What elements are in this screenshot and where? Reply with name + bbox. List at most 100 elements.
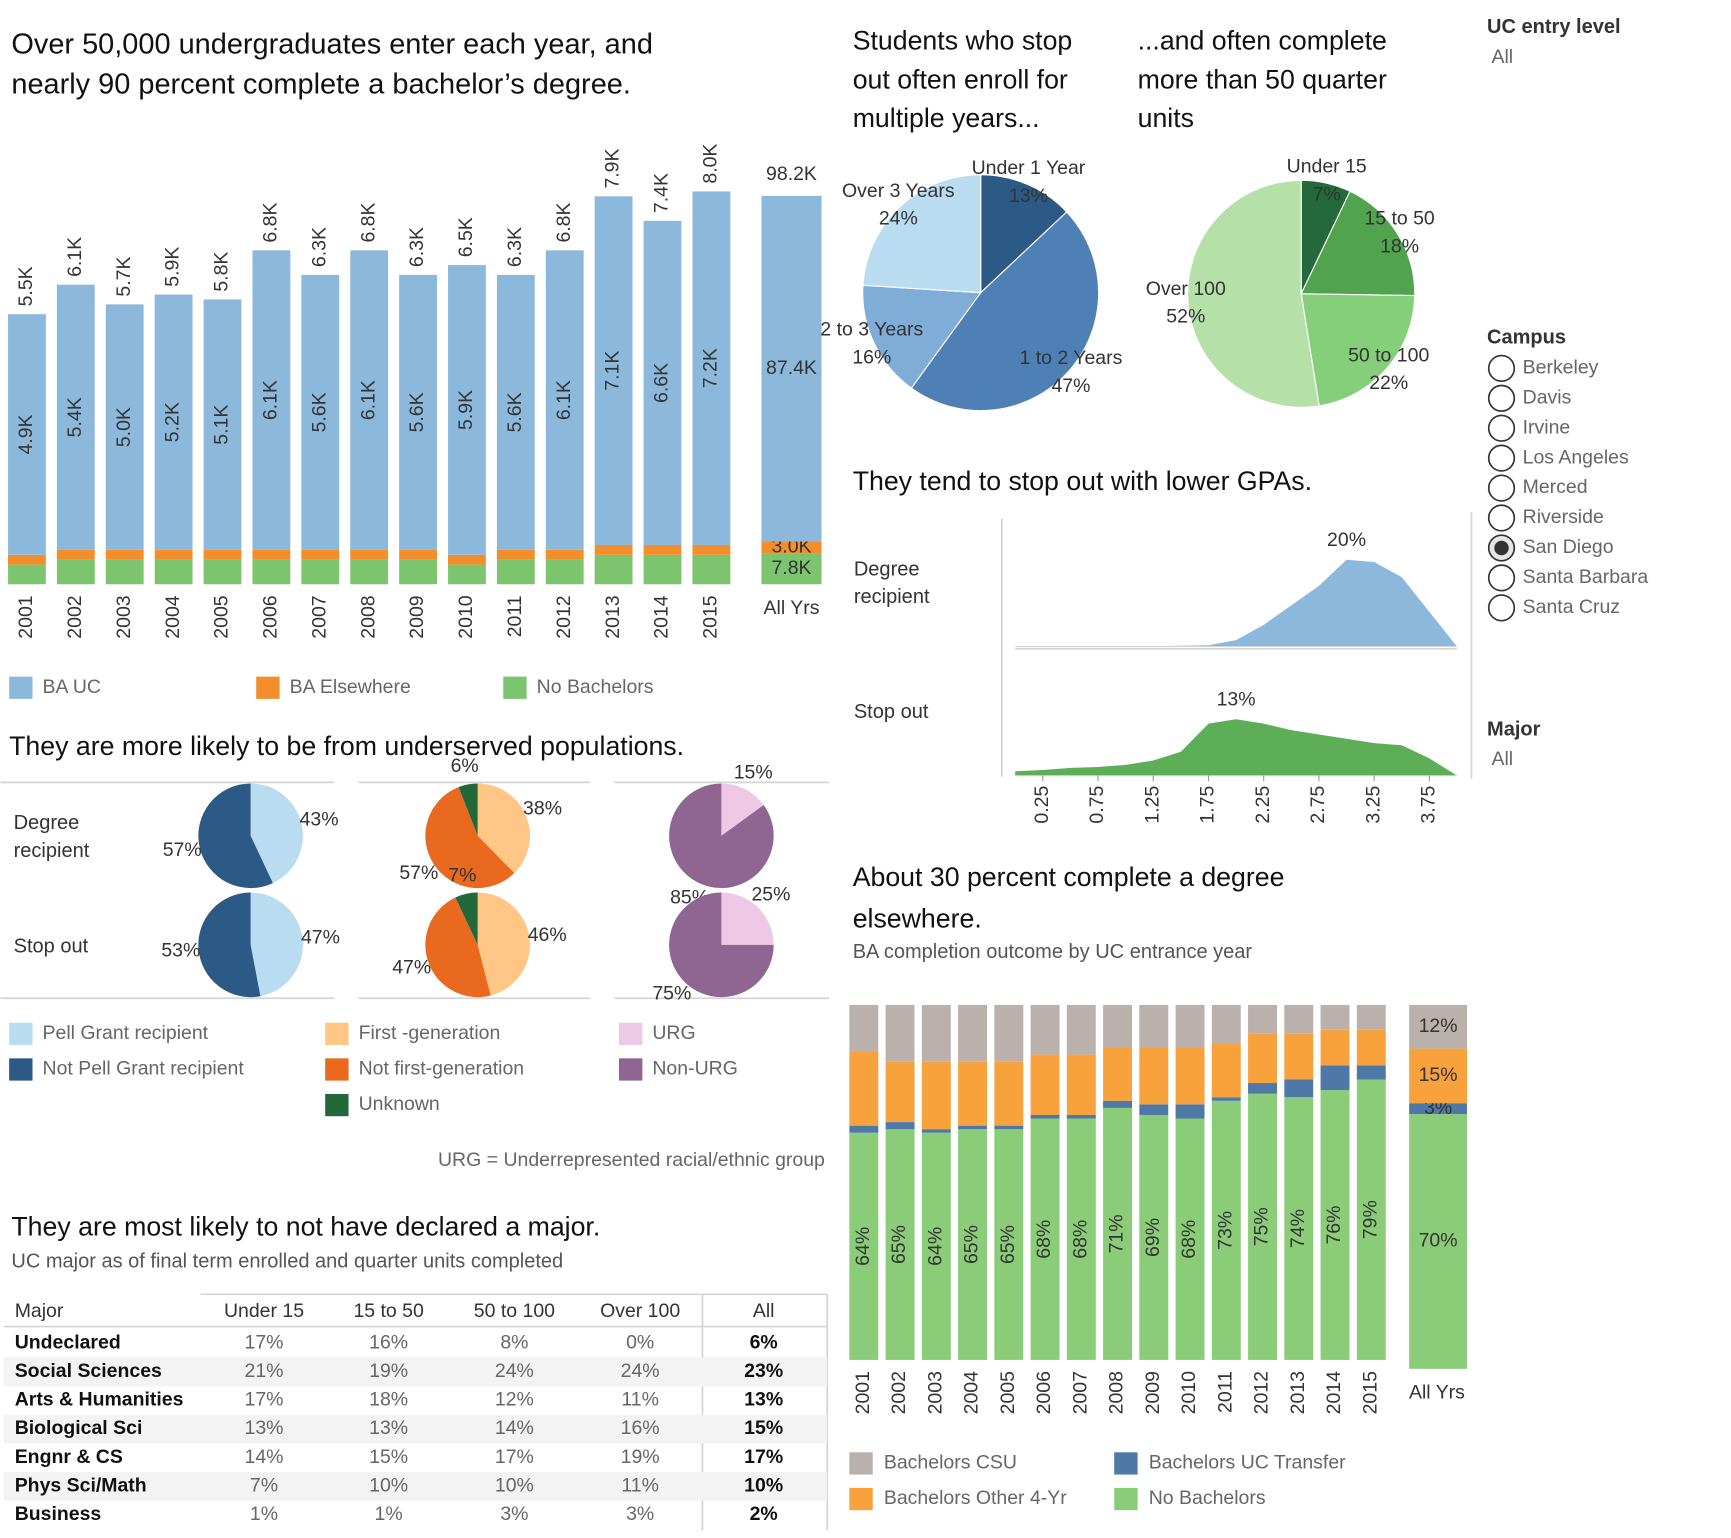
- x-tick-label: 2012: [553, 595, 575, 638]
- legend-label: Pell Grant recipient: [43, 1022, 209, 1044]
- bar-segment: [1030, 1004, 1060, 1055]
- table-cell: 15%: [369, 1446, 408, 1468]
- filter-value[interactable]: All: [1491, 46, 1513, 68]
- table-cell: 14%: [245, 1446, 284, 1468]
- table-title: They are most likely to not have declare…: [11, 1212, 600, 1242]
- radio-dot[interactable]: [1494, 540, 1509, 556]
- slice-value: 18%: [1380, 235, 1419, 257]
- slice-value: 24%: [879, 208, 918, 230]
- radio-label: Santa Cruz: [1523, 596, 1620, 618]
- bar-total-label: 6.8K: [357, 202, 379, 242]
- table-cell: 21%: [245, 1360, 284, 1382]
- legend-swatch: [9, 676, 33, 699]
- summary-bar-segment: [761, 541, 822, 554]
- bar-segment: [1066, 1114, 1096, 1119]
- x-tick-label: 2009: [1142, 1371, 1164, 1414]
- radio-option[interactable]: Davis: [1487, 384, 1572, 412]
- bar-segment: [154, 294, 193, 550]
- legend-swatch: [325, 1022, 349, 1045]
- slice-value: 25%: [751, 883, 790, 905]
- bar-value-label: 5.4K: [64, 397, 86, 437]
- bar-value-label: 7.1K: [602, 351, 624, 391]
- bar-segment: [692, 544, 731, 555]
- bar-segment: [105, 304, 144, 550]
- x-tick-label: 2011: [1214, 1371, 1236, 1413]
- summary-bar-segment: [1409, 1114, 1468, 1369]
- slice-label: 50 to 100: [1348, 344, 1429, 366]
- table-cell: 24%: [621, 1360, 660, 1382]
- chart-title: About 30 percent complete a degree: [853, 862, 1285, 892]
- bar-segment: [350, 549, 389, 560]
- radio-option[interactable]: Los Angeles: [1487, 444, 1629, 472]
- bar-value-label: 74%: [1287, 1209, 1309, 1248]
- bar-segment: [154, 549, 193, 560]
- bar-segment: [594, 554, 633, 585]
- table-cell: Business: [15, 1503, 102, 1525]
- chart-title: out often enroll for: [853, 64, 1068, 94]
- bar-value-label: 75%: [1251, 1207, 1273, 1246]
- radio-option[interactable]: Santa Barbara: [1487, 564, 1649, 592]
- bar-value-label: 5.6K: [504, 392, 526, 432]
- slice-value: 43%: [300, 809, 339, 831]
- pie-slice: [862, 284, 982, 389]
- bar-segment: [496, 274, 535, 550]
- chart-title: more than 50 quarter: [1138, 64, 1387, 94]
- radio-button[interactable]: [1487, 564, 1516, 592]
- slice-label: Under 15: [1287, 156, 1367, 178]
- row-label-box: Stop out: [854, 700, 929, 722]
- radio-button[interactable]: [1487, 384, 1516, 412]
- radio-label: Santa Barbara: [1523, 566, 1649, 588]
- bar-segment: [1175, 1004, 1205, 1048]
- radio-button[interactable]: [1487, 594, 1516, 622]
- table-cell: 18%: [369, 1389, 408, 1411]
- bar-value-label: 68%: [1033, 1220, 1055, 1259]
- bar-segment: [56, 559, 95, 585]
- radio-button[interactable]: [1487, 504, 1516, 532]
- table-cell: 11%: [621, 1389, 659, 1411]
- bar-segment: [1356, 1029, 1386, 1066]
- bar-value-label: 64%: [852, 1227, 874, 1266]
- radio-option[interactable]: Merced: [1487, 474, 1588, 502]
- table-cell: 11%: [621, 1474, 659, 1496]
- table-cell: Phys Sci/Math: [15, 1474, 147, 1496]
- x-tick-label: 2007: [308, 595, 330, 638]
- pie-slice: [425, 897, 491, 998]
- bar-segment: [1103, 1107, 1133, 1360]
- radio-label: Davis: [1523, 386, 1572, 408]
- bar-segment: [1284, 1004, 1314, 1034]
- slice-value: 15%: [734, 761, 773, 783]
- bar-segment: [1139, 1104, 1169, 1115]
- table-cell: 1%: [250, 1503, 278, 1525]
- bar-segment: [692, 554, 731, 585]
- radio-option[interactable]: Riverside: [1487, 504, 1604, 532]
- bar-segment: [1175, 1118, 1205, 1360]
- x-tick-label: 1.75: [1197, 786, 1219, 824]
- x-tick-label: 0.25: [1031, 786, 1053, 824]
- x-tick-label: 2.25: [1252, 786, 1274, 824]
- bar-segment: [203, 549, 242, 560]
- radio-button[interactable]: [1487, 444, 1516, 472]
- x-tick-label: 2006: [260, 595, 282, 638]
- bar-total-label: 6.8K: [260, 202, 282, 242]
- radio-button[interactable]: [1487, 474, 1516, 502]
- x-tick-label: 2008: [1106, 1371, 1128, 1414]
- bar-segment: [448, 554, 486, 565]
- x-tick-label: 2003: [113, 595, 135, 638]
- bar-segment: [921, 1061, 951, 1130]
- summary-value-label: 15%: [1419, 1064, 1458, 1086]
- table-cell: 13%: [245, 1417, 284, 1439]
- bar-segment: [849, 1132, 879, 1360]
- table-cell: 13%: [744, 1389, 783, 1411]
- radio-option[interactable]: Santa Cruz: [1487, 594, 1620, 622]
- radio-option[interactable]: Berkeley: [1487, 354, 1599, 382]
- slice-value: 57%: [399, 862, 438, 884]
- slice-value: 46%: [528, 924, 567, 946]
- radio-option[interactable]: Irvine: [1487, 414, 1571, 442]
- filter-value[interactable]: All: [1491, 748, 1513, 770]
- bar-value-label: 6.1K: [357, 380, 379, 420]
- radio-button[interactable]: [1487, 414, 1516, 442]
- radio-button[interactable]: [1487, 354, 1516, 382]
- slice-value: 38%: [523, 797, 562, 819]
- radio-option[interactable]: San Diego: [1487, 534, 1614, 562]
- bar-segment: [448, 564, 486, 585]
